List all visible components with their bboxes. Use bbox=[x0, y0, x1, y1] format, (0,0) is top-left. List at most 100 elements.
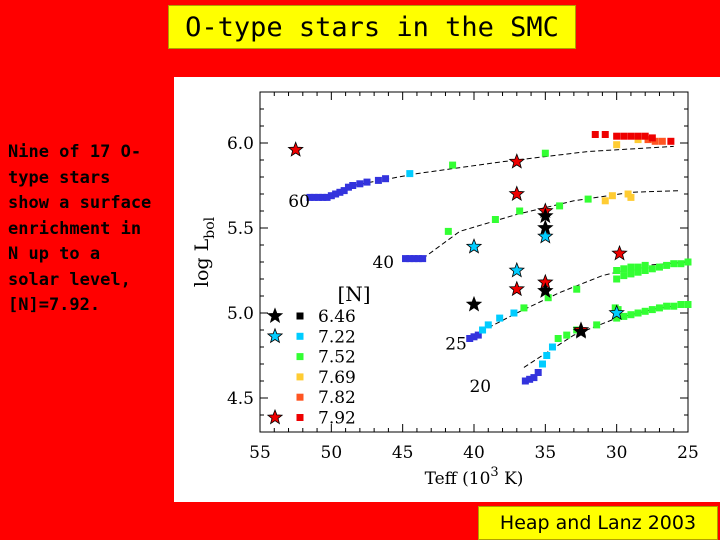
observed-star bbox=[537, 282, 554, 298]
track-point bbox=[613, 141, 621, 149]
observed-star bbox=[508, 185, 525, 201]
x-tick-label: 45 bbox=[392, 443, 414, 463]
y-tick-label: 4.5 bbox=[227, 389, 254, 409]
x-axis-label: Teff (103 K) bbox=[425, 465, 524, 489]
legend-label: 7.82 bbox=[318, 388, 356, 408]
hr-diagram-chart: 55 50 45 40 35 30 25 4.5 5.0 5.5 6.0 60 40 25 20 [N]6… bbox=[191, 91, 699, 489]
track-point bbox=[563, 331, 571, 339]
observed-star bbox=[611, 244, 628, 261]
legend-swatch bbox=[296, 414, 304, 421]
track-point bbox=[327, 192, 335, 200]
x-tick-label: 55 bbox=[249, 443, 271, 463]
track-point bbox=[491, 216, 499, 223]
track-point bbox=[620, 272, 628, 280]
x-tick-label: 40 bbox=[463, 443, 485, 463]
observed-star bbox=[572, 323, 590, 339]
track-point bbox=[641, 307, 649, 315]
track-point bbox=[573, 285, 581, 293]
x-tick-label: 35 bbox=[535, 443, 557, 463]
legend-star bbox=[266, 327, 284, 344]
track-point bbox=[648, 134, 656, 142]
track-point bbox=[510, 309, 518, 317]
y-axis-label: log Lbol bbox=[191, 216, 218, 287]
observed-star bbox=[537, 227, 554, 244]
track-point bbox=[658, 137, 666, 145]
track-point bbox=[419, 255, 427, 263]
track-point bbox=[310, 193, 318, 201]
y-tick-label: 5.0 bbox=[227, 304, 254, 324]
track-point bbox=[613, 314, 621, 322]
slide-title: O-type stars in the SMC bbox=[168, 5, 576, 49]
legend-title: [N] bbox=[337, 282, 370, 306]
track-point bbox=[627, 263, 635, 271]
track-point bbox=[627, 132, 635, 140]
legend-swatch bbox=[296, 373, 304, 381]
track-line-60 bbox=[352, 145, 674, 186]
track-point bbox=[479, 326, 487, 334]
track-point bbox=[620, 312, 628, 320]
track-point bbox=[627, 193, 635, 201]
track-point bbox=[382, 175, 390, 183]
track-point bbox=[449, 161, 457, 169]
track-label-20: 20 bbox=[469, 377, 491, 397]
legend-label: 7.92 bbox=[318, 409, 356, 429]
track-point bbox=[677, 260, 685, 268]
track-point bbox=[319, 193, 327, 201]
x-tick-label: 25 bbox=[677, 443, 699, 463]
legend-swatch bbox=[296, 312, 304, 320]
track-point bbox=[634, 268, 642, 276]
track-point bbox=[526, 375, 534, 383]
track-point bbox=[613, 267, 621, 274]
observed-star bbox=[287, 141, 304, 157]
x-tick-label: 50 bbox=[321, 443, 343, 463]
track-point bbox=[641, 267, 649, 274]
axis-labels: Teff (103 K) log Lbol bbox=[191, 216, 523, 489]
legend-label: 6.46 bbox=[318, 307, 356, 327]
legend-star bbox=[266, 307, 284, 323]
citation: Heap and Lanz 2003 bbox=[478, 506, 718, 540]
legend-label: 7.52 bbox=[318, 348, 356, 368]
track-point bbox=[356, 180, 364, 188]
track-point bbox=[591, 131, 599, 138]
track-point bbox=[410, 255, 418, 263]
track-point bbox=[314, 193, 322, 201]
track-point bbox=[620, 265, 628, 273]
track-point bbox=[554, 335, 562, 342]
legend-label: 7.22 bbox=[318, 327, 356, 347]
track-point bbox=[530, 374, 538, 382]
observed-star bbox=[465, 238, 483, 254]
track-point bbox=[634, 263, 642, 271]
track-point bbox=[406, 170, 414, 178]
track-point bbox=[516, 207, 524, 215]
track-point bbox=[332, 190, 340, 198]
track-point bbox=[611, 304, 619, 312]
track-point bbox=[648, 265, 656, 273]
observed-stars bbox=[287, 141, 628, 339]
track-point bbox=[323, 193, 331, 201]
track-point bbox=[620, 132, 628, 140]
track-point bbox=[663, 302, 671, 310]
observed-star bbox=[508, 261, 525, 278]
track-point bbox=[655, 304, 663, 312]
track-point bbox=[556, 202, 564, 210]
x-tick-label: 30 bbox=[606, 443, 628, 463]
y-tick-label: 5.5 bbox=[227, 219, 254, 239]
track-point bbox=[336, 188, 344, 196]
track-point bbox=[608, 192, 616, 200]
track-label-60: 60 bbox=[288, 192, 310, 212]
track-point bbox=[496, 314, 504, 322]
track-point bbox=[641, 132, 649, 140]
track-point bbox=[402, 255, 410, 263]
track-point bbox=[684, 258, 692, 266]
track-point bbox=[648, 306, 656, 314]
track-point bbox=[677, 301, 685, 308]
track-point bbox=[670, 302, 678, 310]
track-point bbox=[634, 309, 642, 317]
track-point bbox=[470, 333, 478, 341]
track-point bbox=[363, 178, 371, 186]
track-point bbox=[340, 187, 348, 195]
track-point bbox=[584, 195, 592, 203]
track-point bbox=[541, 149, 549, 157]
observed-star bbox=[608, 304, 625, 320]
track-point bbox=[613, 132, 621, 140]
